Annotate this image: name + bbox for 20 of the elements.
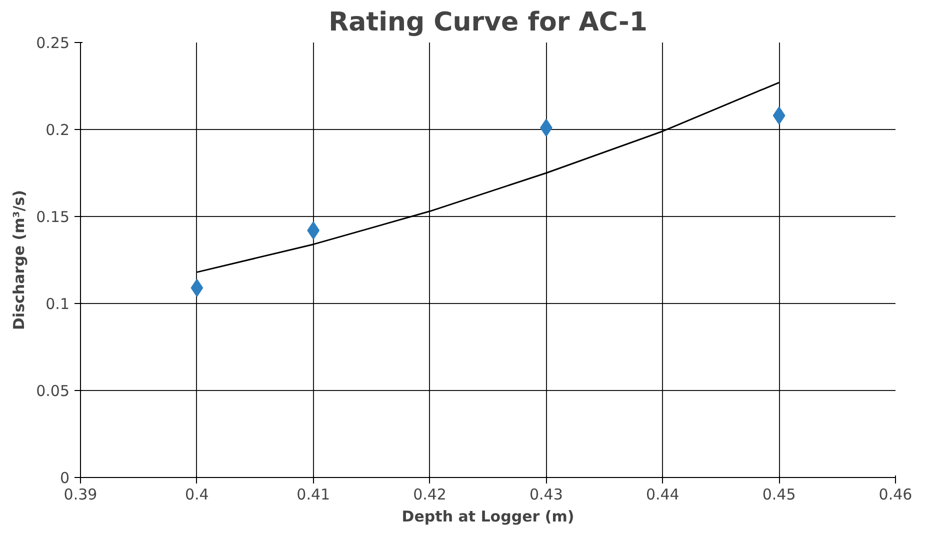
y-tick-label: 0.25 <box>36 34 70 52</box>
y-tick-label: 0.2 <box>46 121 70 139</box>
x-tick-label: 0.46 <box>878 486 912 504</box>
x-tick-label: 0.45 <box>762 486 796 504</box>
chart-title: Rating Curve for AC-1 <box>328 8 648 38</box>
y-tick-label: 0.05 <box>36 382 70 400</box>
y-tick-label: 0.1 <box>46 295 70 313</box>
x-tick-label: 0.4 <box>185 486 209 504</box>
x-tick-label: 0.41 <box>296 486 330 504</box>
point <box>307 221 320 240</box>
x-axis-title: Depth at Logger (m) <box>402 508 574 526</box>
point <box>772 106 786 125</box>
y-axis-title: Discharge (m³/s) <box>10 190 28 330</box>
y-tick-label: 0.15 <box>36 208 70 226</box>
x-tick-label: 0.44 <box>646 486 680 504</box>
point <box>190 278 204 297</box>
x-tick-label: 0.42 <box>413 486 446 504</box>
y-tick-label: 0 <box>60 469 70 487</box>
x-tick-label: 0.43 <box>530 486 563 504</box>
x-tick-label: 0.39 <box>64 486 98 504</box>
